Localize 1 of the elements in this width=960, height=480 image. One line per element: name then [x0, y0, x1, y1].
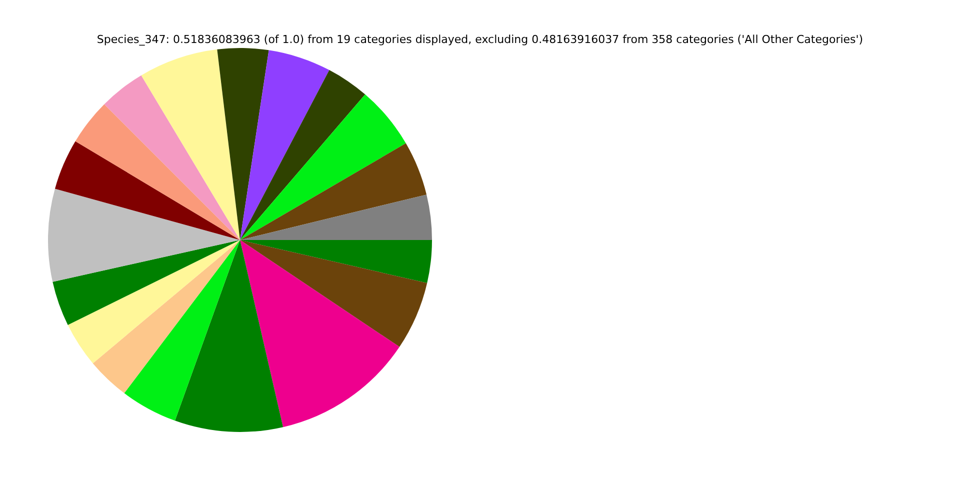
- text: Species_347: 0.51836083963 (of 1.0) from 19 categories displayed, excluding 0.48163916037 from 358 categories ('All Other Categories'): [96, 33, 864, 46]
